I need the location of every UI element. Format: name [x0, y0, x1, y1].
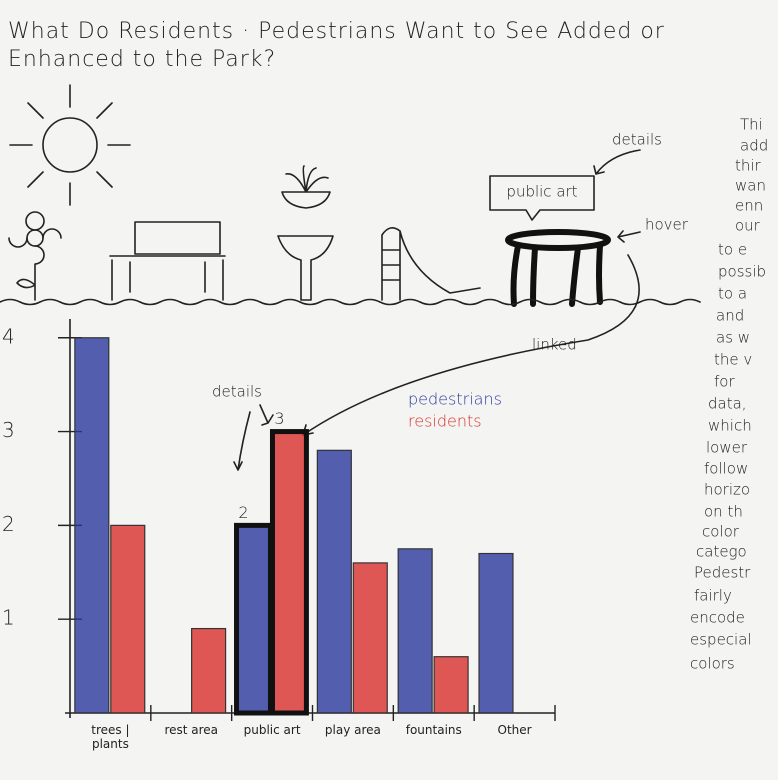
- note-line: horizo: [704, 481, 750, 499]
- note-line: on th: [704, 503, 743, 521]
- note-line: and: [716, 307, 744, 325]
- x-tick-label: rest area: [164, 723, 219, 737]
- y-tick-label: 4: [2, 324, 15, 348]
- note-line: thir: [735, 157, 762, 175]
- scene: [0, 84, 701, 471]
- note-line: possib: [718, 263, 766, 281]
- note-line: Pedestr: [694, 564, 751, 582]
- note-line: encode: [690, 609, 745, 627]
- note-line: especial: [690, 631, 752, 649]
- note-line: follow: [704, 460, 748, 478]
- note-line: wan: [735, 177, 766, 195]
- note-line: for: [714, 373, 735, 391]
- bar: [74, 337, 110, 714]
- x-tick-label: fountains: [405, 723, 462, 737]
- note-line: enn: [735, 197, 763, 215]
- bar: [269, 429, 309, 716]
- note-line: data,: [708, 395, 747, 413]
- bar: [397, 548, 433, 714]
- note-line: Thi: [740, 116, 763, 134]
- annotation: details: [612, 131, 662, 149]
- note-line: lower: [706, 439, 748, 457]
- bar: [191, 627, 227, 714]
- note-line: the v: [714, 351, 752, 369]
- bar: [433, 656, 469, 714]
- chart-title: What Do Residents · Pedestrians Want to …: [8, 19, 665, 72]
- note-line: colors: [690, 655, 735, 673]
- annotation: linked: [532, 336, 577, 354]
- annotation: details: [212, 383, 262, 401]
- annotation: hover: [645, 216, 689, 234]
- note-line: our: [735, 217, 761, 235]
- note-line: to a: [718, 285, 747, 303]
- y-tick-label: 2: [2, 512, 15, 536]
- x-tick-label: public art: [243, 723, 301, 737]
- note-line: color: [702, 523, 740, 541]
- y-tick-label: 1: [2, 606, 15, 630]
- x-tick-label: Other: [497, 723, 532, 737]
- note-line: fairly: [694, 587, 732, 605]
- bar: [352, 562, 388, 714]
- note-line: which: [708, 417, 752, 435]
- note-line: catego: [696, 543, 747, 561]
- x-tick-label: play area: [324, 723, 381, 737]
- bar: [234, 522, 273, 716]
- data-label: 2: [238, 503, 248, 522]
- note-line: add: [740, 137, 768, 155]
- bar: [478, 552, 514, 714]
- bar: [110, 524, 146, 714]
- legend-label: pedestrians: [408, 390, 502, 409]
- y-tick-label: 3: [2, 418, 15, 442]
- note-line: to e: [718, 241, 747, 259]
- bar: [316, 449, 352, 714]
- data-label: 3: [274, 409, 284, 428]
- annotation: public art: [506, 183, 577, 201]
- note-line: as w: [716, 329, 750, 347]
- legend-label: residents: [408, 412, 482, 431]
- x-tick-label: trees | plants: [91, 723, 130, 751]
